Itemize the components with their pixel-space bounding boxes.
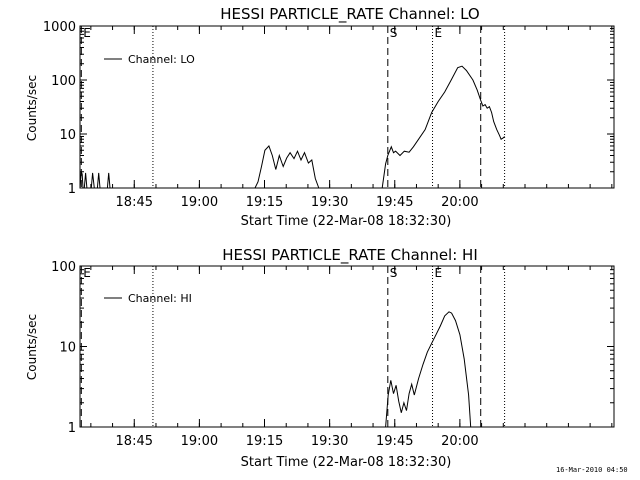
time-marker-label: E (435, 266, 443, 280)
chart-title: HESSI PARTICLE_RATE Channel: HI (222, 246, 478, 265)
y-tick-label: 10 (59, 128, 76, 143)
y-tick-label: 100 (51, 260, 76, 275)
x-tick-label: 20:00 (441, 195, 478, 210)
x-tick-label: 19:45 (376, 195, 413, 210)
chart-title: HESSI PARTICLE_RATE Channel: LO (220, 5, 479, 24)
x-tick-label: 19:30 (311, 195, 348, 210)
legend-label: Channel: LO (128, 53, 195, 66)
x-tick-label: 18:45 (116, 434, 153, 449)
series (79, 65, 505, 189)
x-axis: 18:45 19:00 19:15 19:30 19:45 20:00 (90, 266, 613, 449)
x-axis-label: Start Time (22-Mar-08 18:32:30) (241, 455, 452, 470)
y-tick-label: 1 (68, 182, 76, 197)
plot-frame (79, 25, 615, 189)
time-marker-label: E (83, 26, 91, 40)
x-tick-label: 19:00 (181, 434, 218, 449)
time-marker-label: S (390, 26, 398, 40)
x-tick-label: 19:45 (376, 434, 413, 449)
y-axis: 1 10 100 (51, 260, 614, 436)
generated-timestamp: 16-Mar-2010 04:50 (556, 466, 628, 474)
x-tick-label: 19:15 (246, 195, 283, 210)
y-axis-label: Counts/sec (25, 314, 39, 380)
x-tick-label: 19:30 (311, 434, 348, 449)
y-tick-label: 100 (51, 74, 76, 89)
y-tick-label: 1000 (43, 20, 76, 35)
x-tick-label: 20:00 (441, 434, 478, 449)
series-line (79, 65, 505, 189)
legend: Channel: HI (104, 292, 192, 305)
legend-label: Channel: HI (128, 292, 192, 305)
x-axis: 18:45 19:00 19:15 19:30 19:45 20:00 (90, 26, 613, 210)
x-tick-label: 18:45 (116, 195, 153, 210)
x-axis-label: Start Time (22-Mar-08 18:32:30) (241, 214, 452, 229)
time-marker-label: E (83, 266, 91, 280)
panel-hi: HESSI PARTICLE_RATE Channel: HI 1 10 100 1… (25, 246, 615, 470)
x-tick-label: 19:00 (181, 195, 218, 210)
plot-frame (79, 265, 615, 428)
legend: Channel: LO (104, 53, 195, 66)
series (385, 311, 472, 428)
y-tick-label: 10 (59, 341, 76, 356)
y-tick-label: 1 (68, 421, 76, 436)
y-axis-label: Counts/sec (25, 75, 39, 141)
time-marker-label: S (390, 266, 398, 280)
time-marker-label: E (435, 26, 443, 40)
series-line (385, 311, 472, 428)
y-axis: 1 10 100 1000 (43, 20, 614, 197)
x-tick-label: 19:15 (246, 434, 283, 449)
panel-lo: HESSI PARTICLE_RATE Channel: LO 1 10 100 10… (25, 5, 615, 229)
